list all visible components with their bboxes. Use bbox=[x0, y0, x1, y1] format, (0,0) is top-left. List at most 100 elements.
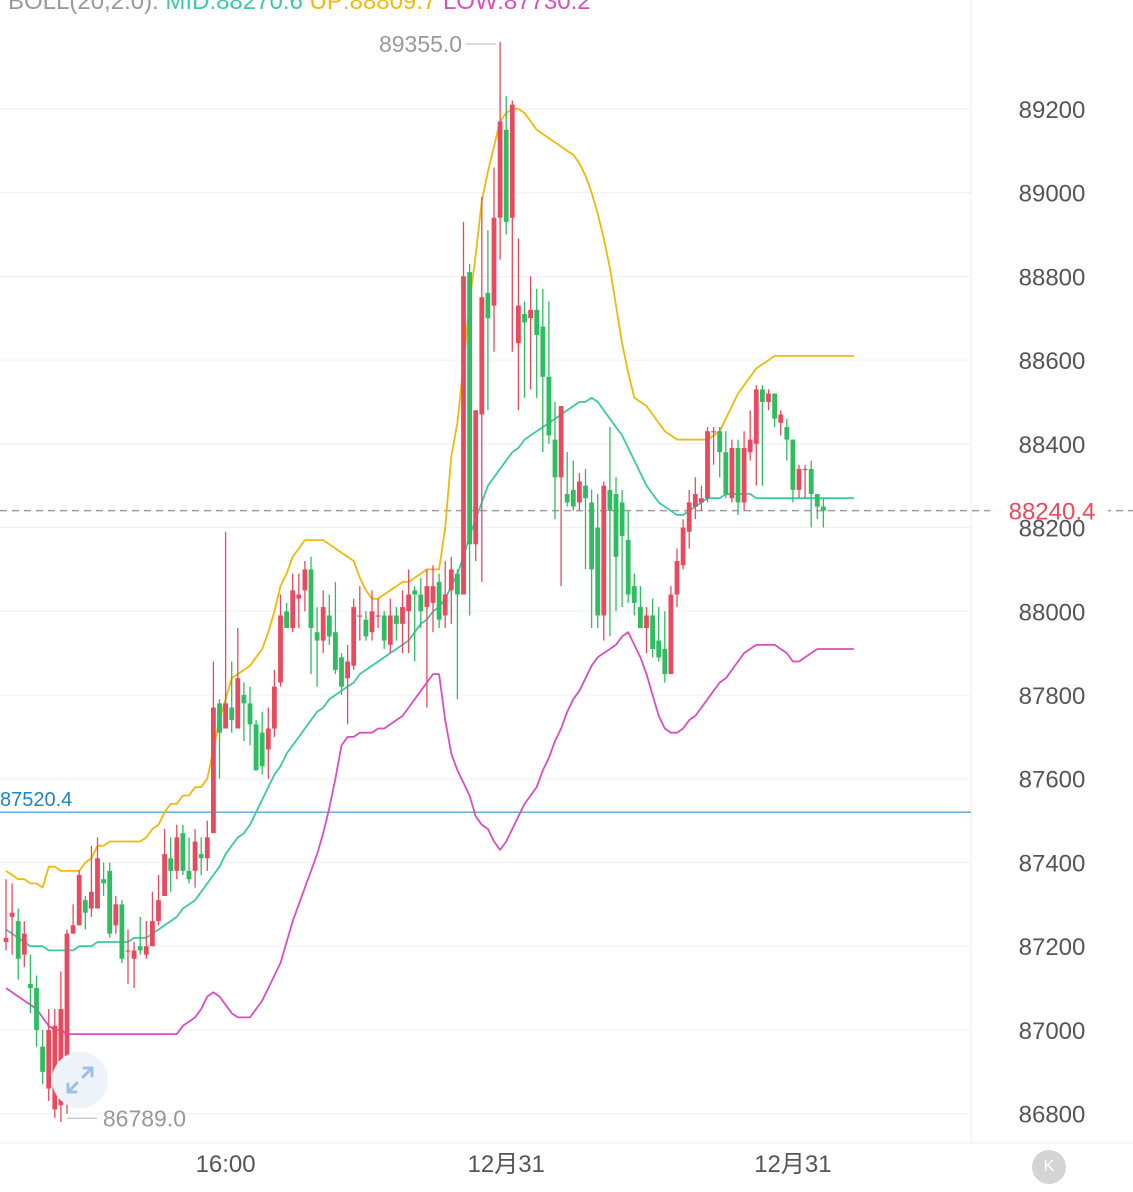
candle-body bbox=[247, 703, 253, 725]
y-tick-label: 88400 bbox=[1019, 432, 1086, 459]
candle-body bbox=[821, 506, 826, 511]
candle-body bbox=[192, 841, 198, 871]
candle bbox=[296, 573, 302, 629]
candle bbox=[595, 494, 601, 629]
candle bbox=[400, 590, 405, 654]
candles bbox=[3, 41, 826, 1123]
candle bbox=[412, 586, 418, 662]
candle bbox=[552, 401, 558, 520]
candle-body bbox=[625, 540, 631, 595]
candle bbox=[467, 263, 472, 616]
candle-body bbox=[613, 494, 619, 557]
candle-body bbox=[168, 858, 174, 871]
candle bbox=[82, 895, 88, 930]
k-button[interactable]: K bbox=[1032, 1150, 1066, 1184]
candle bbox=[540, 288, 546, 453]
candle-body bbox=[570, 489, 576, 507]
candle bbox=[516, 238, 521, 411]
candle bbox=[70, 904, 76, 934]
candle-body bbox=[686, 502, 692, 532]
candle-body bbox=[9, 912, 15, 917]
candle-body bbox=[15, 921, 21, 959]
candle bbox=[753, 385, 759, 486]
bollinger-bands bbox=[5, 108, 854, 1035]
candle-body bbox=[107, 870, 113, 934]
candle-body bbox=[479, 297, 485, 415]
candle-body bbox=[70, 925, 76, 934]
candle bbox=[711, 427, 716, 465]
candle bbox=[265, 707, 271, 779]
candle bbox=[650, 598, 655, 658]
expand-icon bbox=[66, 1066, 94, 1094]
candle bbox=[89, 845, 94, 917]
boll-indicator-name: BOLL(20,2.0): bbox=[8, 0, 159, 15]
candle bbox=[497, 41, 503, 260]
candle bbox=[308, 556, 314, 675]
expand-button[interactable] bbox=[52, 1052, 108, 1108]
candle-body bbox=[204, 837, 210, 859]
candle bbox=[448, 556, 454, 624]
candle bbox=[692, 477, 698, 520]
candle bbox=[583, 468, 588, 570]
candle-body bbox=[766, 393, 771, 402]
candle-body bbox=[369, 611, 375, 633]
candle bbox=[546, 301, 552, 444]
candle bbox=[717, 427, 723, 478]
low-price-label: 86789.0 bbox=[103, 1105, 186, 1131]
candle bbox=[461, 221, 466, 595]
candle bbox=[699, 485, 704, 511]
y-tick-label: 88200 bbox=[1019, 516, 1086, 543]
candle-body bbox=[34, 988, 39, 1030]
grid-lines bbox=[0, 108, 971, 1115]
y-tick-label: 88600 bbox=[1019, 348, 1086, 375]
candle bbox=[168, 837, 174, 892]
candle bbox=[522, 301, 527, 398]
candle bbox=[802, 464, 808, 499]
candle-body bbox=[95, 858, 100, 909]
candle bbox=[613, 477, 619, 612]
price-axis: 86800 87000 87200 87400 87600 87800 88000 88200… bbox=[1019, 97, 1086, 1129]
candle bbox=[656, 607, 662, 662]
candle-body bbox=[552, 439, 558, 478]
candle bbox=[735, 439, 741, 515]
y-tick-label: 87000 bbox=[1019, 1018, 1086, 1045]
candle bbox=[137, 916, 143, 955]
y-tick-label: 88000 bbox=[1019, 599, 1086, 626]
candle-body bbox=[333, 632, 338, 670]
candle-body bbox=[442, 594, 448, 616]
candle bbox=[528, 276, 533, 390]
candle bbox=[174, 824, 180, 880]
candle bbox=[326, 594, 332, 645]
candle bbox=[162, 828, 167, 896]
candle-body bbox=[540, 326, 546, 377]
candle-body bbox=[509, 104, 515, 218]
candle-body bbox=[595, 527, 601, 616]
candle-body bbox=[284, 611, 289, 629]
candle bbox=[223, 531, 228, 729]
candle-body bbox=[753, 389, 759, 444]
candle-body bbox=[418, 594, 424, 612]
candle-body bbox=[137, 946, 143, 951]
candle-body bbox=[131, 950, 137, 959]
candle-body bbox=[619, 502, 625, 536]
candle-body bbox=[723, 452, 729, 495]
candle bbox=[3, 879, 9, 951]
candle bbox=[631, 573, 637, 616]
candle-body bbox=[485, 293, 491, 319]
candle bbox=[198, 837, 204, 876]
candle-body bbox=[64, 933, 70, 1077]
candle bbox=[473, 410, 479, 562]
candle-body bbox=[546, 376, 552, 436]
candle bbox=[558, 406, 564, 587]
candle-body bbox=[455, 573, 460, 595]
candle bbox=[180, 824, 186, 876]
candle-body bbox=[735, 447, 741, 503]
candle-body bbox=[278, 615, 283, 683]
reference-price-label: 87520.4 bbox=[0, 789, 72, 811]
last-price-tag-bg bbox=[990, 491, 1108, 528]
candle bbox=[607, 427, 613, 637]
boll-mid-value: MID:88270.6 bbox=[165, 0, 303, 15]
candle-body bbox=[40, 1046, 45, 1072]
candle bbox=[150, 891, 155, 947]
